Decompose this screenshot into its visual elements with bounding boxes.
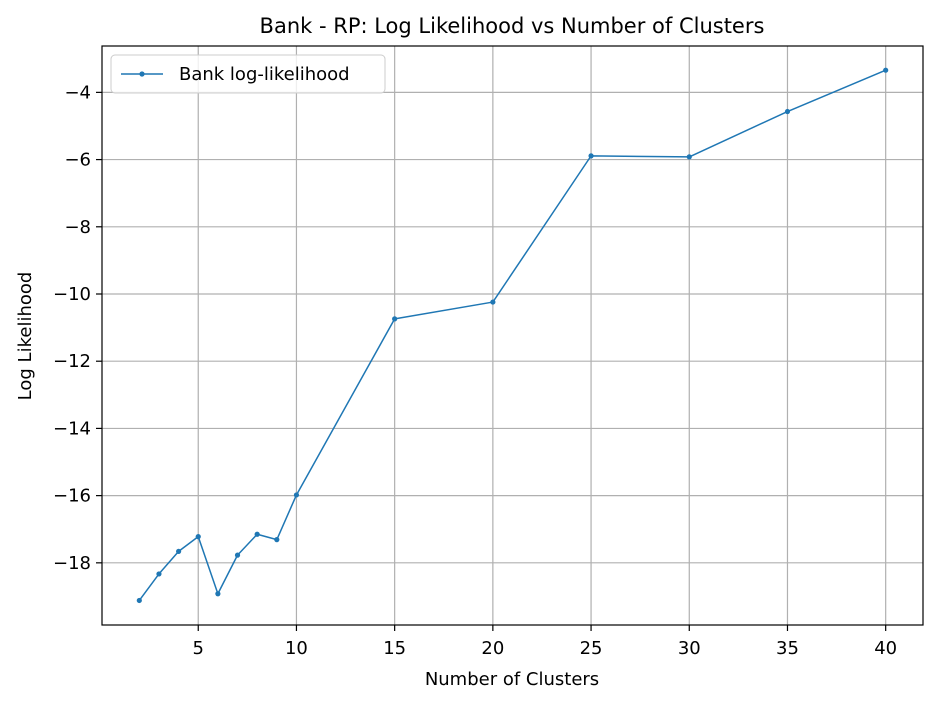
data-point — [156, 571, 162, 577]
data-point — [883, 67, 889, 73]
y-tick-label: −6 — [64, 150, 91, 171]
x-tick-label: 10 — [285, 638, 308, 659]
y-tick-label: −4 — [64, 82, 91, 103]
legend-marker-swatch — [139, 71, 145, 77]
data-point — [254, 531, 260, 537]
x-tick-label: 25 — [580, 638, 603, 659]
data-point — [588, 153, 594, 159]
legend-box — [110, 54, 386, 94]
data-point — [490, 299, 496, 305]
legend-label: Bank log-likelihood — [179, 64, 350, 85]
x-tick-label: 15 — [383, 638, 406, 659]
grid — [102, 46, 923, 625]
x-axis-ticks: 5 10 15 20 25 30 35 40 — [193, 625, 897, 659]
y-tick-label: −10 — [53, 284, 91, 305]
data-point — [215, 591, 221, 597]
series-layer — [136, 67, 889, 604]
y-tick-label: −12 — [53, 351, 91, 372]
axes-frame — [101, 45, 924, 626]
data-point — [274, 537, 280, 543]
x-tick-label: 40 — [874, 638, 897, 659]
y-axis-label: Log Likelihood — [15, 272, 36, 401]
data-point — [686, 154, 692, 160]
data-point — [176, 548, 182, 555]
data-point — [234, 552, 241, 558]
x-axis-label: Number of Clusters — [425, 669, 599, 690]
legend: Bank log-likelihood — [110, 54, 386, 94]
data-point — [392, 316, 398, 322]
y-tick-label: −16 — [53, 486, 91, 507]
y-axis-ticks: −18 −16 −14 −12 −10 −8 −6 −4 — [53, 82, 102, 574]
data-point — [784, 108, 791, 115]
y-tick-label: −18 — [53, 553, 91, 574]
data-point — [195, 534, 201, 540]
y-tick-label: −14 — [53, 418, 91, 439]
x-tick-label: 5 — [193, 638, 204, 659]
x-tick-label: 30 — [678, 638, 701, 659]
x-tick-label: 20 — [481, 638, 504, 659]
y-tick-label: −8 — [64, 217, 91, 238]
x-tick-label: 35 — [776, 638, 799, 659]
data-point — [136, 597, 142, 604]
data-point — [293, 492, 300, 498]
chart-title: Bank - RP: Log Likelihood vs Number of C… — [260, 14, 765, 38]
